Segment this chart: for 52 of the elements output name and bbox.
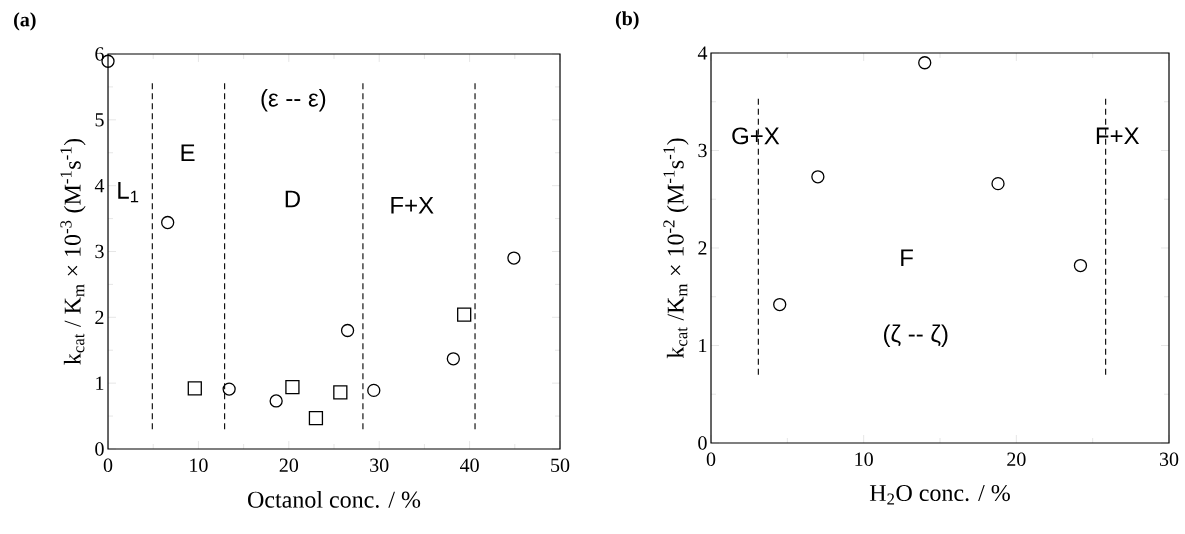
annotation: (ζ -- ζ) (883, 324, 948, 347)
annotation: E (181, 144, 195, 161)
x-tick-label: 30 (370, 458, 389, 473)
point (811, 170, 825, 184)
y-tick-label: 0 (95, 442, 104, 456)
y-tick-label: 6 (95, 47, 104, 61)
x-tick-label: 10 (855, 452, 873, 467)
y-tick-label: 4 (94, 179, 105, 193)
x-axis-title: H$_{2}$O conc. / % (869, 484, 1010, 505)
annotation: F+X (391, 197, 434, 214)
point (308, 410, 324, 426)
annotation: G+X (732, 127, 780, 145)
annotation: L$_{1}$ (118, 182, 139, 203)
chart-title: (a) (14, 12, 36, 31)
point (507, 251, 521, 265)
annotation: D (285, 190, 300, 208)
y-tick-label: 2 (95, 310, 104, 324)
point (991, 176, 1005, 191)
annotation: F (901, 249, 913, 266)
point (457, 307, 472, 322)
y-tick-label: 5 (95, 113, 104, 127)
annotation: (ε -- ε) (261, 89, 326, 112)
y-tick-label: 1 (699, 338, 707, 353)
y-tick-label: 3 (698, 143, 707, 158)
x-tick-label: 20 (279, 458, 299, 473)
x-tick-label: 20 (1007, 452, 1026, 467)
point (367, 383, 381, 398)
point (333, 385, 348, 400)
x-tick-label: 10 (190, 458, 208, 473)
text: k$_{cat}$ /K$_{m}$ × 10$^{-2}$ (M$^{-1}$s$^{-1}$) (663, 138, 689, 359)
point (187, 381, 202, 396)
y-tick-label: 0 (698, 436, 707, 450)
y-tick-label: 2 (698, 241, 707, 255)
annotation: F+X (1096, 127, 1140, 145)
x-tick-label: 40 (460, 458, 479, 473)
point (340, 323, 355, 338)
x-tick-label: 30 (1159, 452, 1179, 467)
x-tick-label: 50 (551, 458, 570, 473)
chart-title: (b) (615, 11, 639, 30)
y-tick-label: 4 (697, 46, 708, 60)
y-tick-label: 1 (96, 376, 104, 390)
point (918, 56, 932, 70)
point (1073, 258, 1088, 273)
point (161, 215, 175, 230)
x-axis-title: Octanol conc. / % (248, 490, 421, 508)
y-tick-label: 3 (95, 244, 104, 259)
point (269, 394, 283, 408)
point (222, 382, 236, 396)
point (773, 297, 787, 312)
point (446, 352, 460, 366)
text: k$_{cat}$ / K$_{m}$ × 10$^{-3}$ (M$^{-1}$s$^{-1}$) (60, 138, 86, 365)
point (285, 379, 300, 395)
